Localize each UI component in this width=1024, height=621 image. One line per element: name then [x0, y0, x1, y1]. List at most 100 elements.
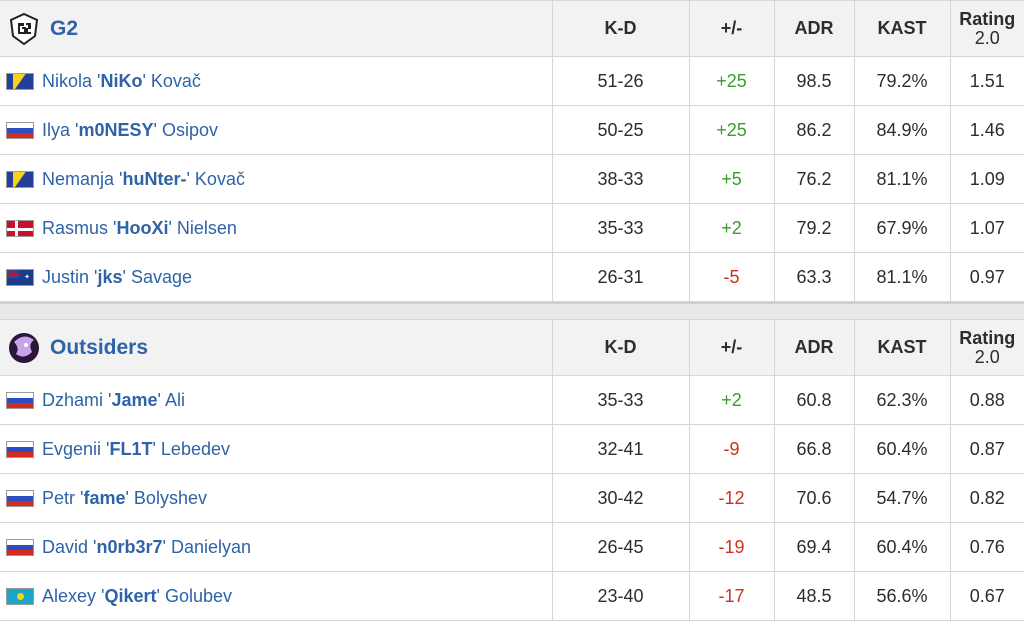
adr-value: 66.8	[774, 425, 854, 474]
team-header-cell: G2	[0, 1, 552, 57]
player-first-name: Justin '	[42, 267, 97, 287]
player-last-name: ' Golubev	[157, 586, 232, 606]
team-name-outsiders[interactable]: Outsiders	[50, 336, 148, 360]
rating-header-line2: 2.0	[951, 348, 1024, 367]
kast-value: 81.1%	[854, 253, 950, 302]
kd-value: 30-42	[552, 474, 689, 523]
kast-value: 54.7%	[854, 474, 950, 523]
player-last-name: ' Kovač	[186, 169, 244, 189]
team-separator	[0, 302, 1024, 319]
kast-value: 60.4%	[854, 425, 950, 474]
player-last-name: ' Ali	[158, 390, 185, 410]
plusminus-value: -12	[689, 474, 774, 523]
table-row: Ilya 'm0NESY' Osipov 50-25 +25 86.2 84.9…	[0, 106, 1024, 155]
player-last-name: ' Bolyshev	[125, 488, 206, 508]
bosnia-flag-icon	[6, 73, 34, 90]
rating-value: 0.88	[950, 376, 1024, 425]
player-first-name: Nikola '	[42, 71, 100, 91]
player-last-name: ' Lebedev	[152, 439, 230, 459]
player-name-link[interactable]: Alexey 'Qikert' Golubev	[42, 586, 232, 607]
kd-value: 26-31	[552, 253, 689, 302]
player-first-name: Nemanja '	[42, 169, 122, 189]
player-nickname: Qikert	[104, 586, 156, 606]
player-cell: Justin 'jks' Savage	[0, 253, 552, 302]
table-row: Nemanja 'huNter-' Kovač 38-33 +5 76.2 81…	[0, 155, 1024, 204]
denmark-flag-icon	[6, 220, 34, 237]
kd-header: K-D	[552, 1, 689, 57]
rating-value: 1.09	[950, 155, 1024, 204]
g2-logo-icon	[6, 11, 42, 47]
player-name-link[interactable]: Petr 'fame' Bolyshev	[42, 488, 207, 509]
player-last-name: ' Nielsen	[168, 218, 236, 238]
kd-value: 32-41	[552, 425, 689, 474]
player-cell: David 'n0rb3r7' Danielyan	[0, 523, 552, 572]
table-row: Petr 'fame' Bolyshev 30-42 -12 70.6 54.7…	[0, 474, 1024, 523]
player-name-link[interactable]: Nemanja 'huNter-' Kovač	[42, 169, 245, 190]
adr-value: 70.6	[774, 474, 854, 523]
table-row: Rasmus 'HooXi' Nielsen 35-33 +2 79.2 67.…	[0, 204, 1024, 253]
player-cell: Evgenii 'FL1T' Lebedev	[0, 425, 552, 474]
player-first-name: Alexey '	[42, 586, 104, 606]
rating-value: 1.46	[950, 106, 1024, 155]
plusminus-value: +5	[689, 155, 774, 204]
player-nickname: fame	[83, 488, 125, 508]
table-row: Dzhami 'Jame' Ali 35-33 +2 60.8 62.3% 0.…	[0, 376, 1024, 425]
rating-value: 0.97	[950, 253, 1024, 302]
rating-value: 1.07	[950, 204, 1024, 253]
player-name-link[interactable]: Justin 'jks' Savage	[42, 267, 192, 288]
kast-value: 56.6%	[854, 572, 950, 621]
table-row: Justin 'jks' Savage 26-31 -5 63.3 81.1% …	[0, 253, 1024, 302]
outsiders-logo-icon	[6, 330, 42, 366]
player-name-link[interactable]: Dzhami 'Jame' Ali	[42, 390, 185, 411]
player-name-link[interactable]: Ilya 'm0NESY' Osipov	[42, 120, 218, 141]
kd-value: 23-40	[552, 572, 689, 621]
player-name-link[interactable]: David 'n0rb3r7' Danielyan	[42, 537, 251, 558]
rating-value: 0.67	[950, 572, 1024, 621]
kd-value: 38-33	[552, 155, 689, 204]
player-cell: Dzhami 'Jame' Ali	[0, 376, 552, 425]
kast-value: 67.9%	[854, 204, 950, 253]
player-nickname: n0rb3r7	[96, 537, 162, 557]
player-cell: Ilya 'm0NESY' Osipov	[0, 106, 552, 155]
rating-header-line1: Rating	[959, 9, 1015, 29]
player-nickname: HooXi	[116, 218, 168, 238]
player-cell: Nemanja 'huNter-' Kovač	[0, 155, 552, 204]
table-row: Evgenii 'FL1T' Lebedev 32-41 -9 66.8 60.…	[0, 425, 1024, 474]
russia-flag-icon	[6, 441, 34, 458]
player-cell: Rasmus 'HooXi' Nielsen	[0, 204, 552, 253]
plusminus-value: -9	[689, 425, 774, 474]
team-name-g2[interactable]: G2	[50, 17, 78, 41]
rating-value: 0.87	[950, 425, 1024, 474]
player-name-link[interactable]: Evgenii 'FL1T' Lebedev	[42, 439, 230, 460]
player-cell: Nikola 'NiKo' Kovač	[0, 57, 552, 106]
adr-value: 76.2	[774, 155, 854, 204]
player-cell: Alexey 'Qikert' Golubev	[0, 572, 552, 621]
player-last-name: ' Savage	[123, 267, 193, 287]
player-last-name: ' Danielyan	[163, 537, 252, 557]
adr-value: 63.3	[774, 253, 854, 302]
team-header-cell: Outsiders	[0, 320, 552, 376]
kd-value: 35-33	[552, 376, 689, 425]
player-first-name: Evgenii '	[42, 439, 109, 459]
russia-flag-icon	[6, 539, 34, 556]
player-nickname: Jame	[111, 390, 157, 410]
player-first-name: Petr '	[42, 488, 83, 508]
player-first-name: Dzhami '	[42, 390, 111, 410]
player-name-link[interactable]: Rasmus 'HooXi' Nielsen	[42, 218, 237, 239]
kast-header: KAST	[854, 320, 950, 376]
adr-header: ADR	[774, 1, 854, 57]
player-last-name: ' Kovač	[142, 71, 200, 91]
player-name-link[interactable]: Nikola 'NiKo' Kovač	[42, 71, 201, 92]
plusminus-value: -19	[689, 523, 774, 572]
table-row: Alexey 'Qikert' Golubev 23-40 -17 48.5 5…	[0, 572, 1024, 621]
adr-value: 86.2	[774, 106, 854, 155]
plusminus-header: +/-	[689, 1, 774, 57]
player-nickname: huNter-	[122, 169, 186, 189]
kast-value: 79.2%	[854, 57, 950, 106]
kast-value: 84.9%	[854, 106, 950, 155]
rating-header-line2: 2.0	[951, 29, 1024, 48]
adr-value: 60.8	[774, 376, 854, 425]
